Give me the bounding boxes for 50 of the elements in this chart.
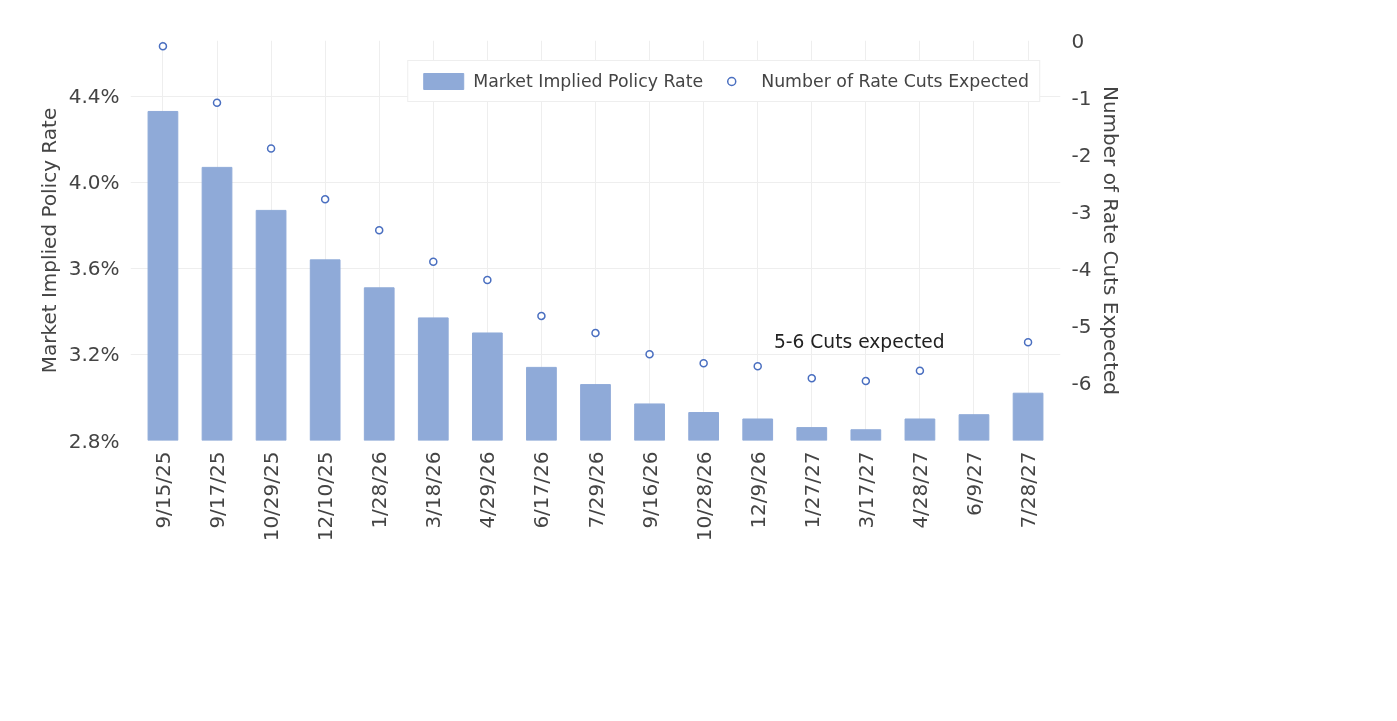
y2-tick-label: -3 [1071, 199, 1092, 224]
point [537, 311, 546, 321]
y-tick-label: 4.0% [68, 170, 120, 195]
y-tick-label: 3.2% [68, 342, 120, 367]
y2-tick-label: -2 [1071, 142, 1092, 167]
x-tick-label: 9/16/26 [637, 451, 662, 529]
y2-tick-label: 0 [1071, 28, 1085, 53]
point [374, 225, 384, 235]
x-tick-label: 9/17/25 [205, 451, 230, 529]
x-tick-label: 4/28/27 [907, 451, 932, 529]
x-tick-label: 6/9/27 [961, 451, 986, 516]
legend-label: Market Implied Policy Rate [473, 71, 704, 91]
y-tick-label: 4.4% [68, 84, 120, 109]
point [645, 349, 654, 359]
x-tick-label: 3/18/26 [421, 451, 446, 529]
x-tick-label: 10/28/26 [691, 451, 716, 542]
point [807, 373, 817, 383]
point [212, 98, 222, 108]
x-tick-label: 9/15/25 [150, 451, 175, 529]
y-tick-label: 3.6% [68, 256, 120, 281]
x-tick-label: 12/9/26 [745, 451, 770, 529]
x-tick-label: 7/29/26 [583, 451, 608, 529]
y2-axis-title: Number of Rate Cuts Expected [1099, 85, 1124, 396]
point [699, 359, 708, 368]
y-axis-title: Market Implied Policy Rate [36, 107, 61, 374]
y-tick-label: 2.8% [68, 428, 120, 453]
point [320, 195, 330, 204]
point [483, 275, 492, 285]
x-tick-label: 6/17/26 [529, 451, 554, 529]
point [591, 328, 600, 338]
legend-label: Number of Rate Cuts Expected [761, 71, 1029, 91]
point [915, 366, 925, 376]
x-tick-label: 1/27/27 [799, 451, 824, 529]
point [429, 257, 438, 266]
y2-tick-label: -1 [1071, 85, 1092, 110]
x-tick-label: 3/17/27 [853, 451, 878, 529]
point [1023, 337, 1033, 347]
point [266, 144, 276, 153]
x-tick-label: 7/28/27 [1016, 451, 1041, 529]
x-tick-label: 10/29/25 [259, 451, 284, 542]
annotation: 5-6 Cuts expected [773, 330, 945, 352]
y2-tick-label: -4 [1071, 257, 1092, 282]
x-tick-label: 4/29/26 [475, 451, 500, 529]
y2-tick-label: -5 [1071, 314, 1092, 339]
y2-tick-label: -6 [1071, 371, 1092, 396]
point [861, 376, 871, 386]
point [158, 41, 168, 51]
x-tick-label: 12/10/25 [313, 451, 338, 542]
x-tick-label: 1/28/26 [367, 451, 392, 529]
point [753, 361, 762, 371]
